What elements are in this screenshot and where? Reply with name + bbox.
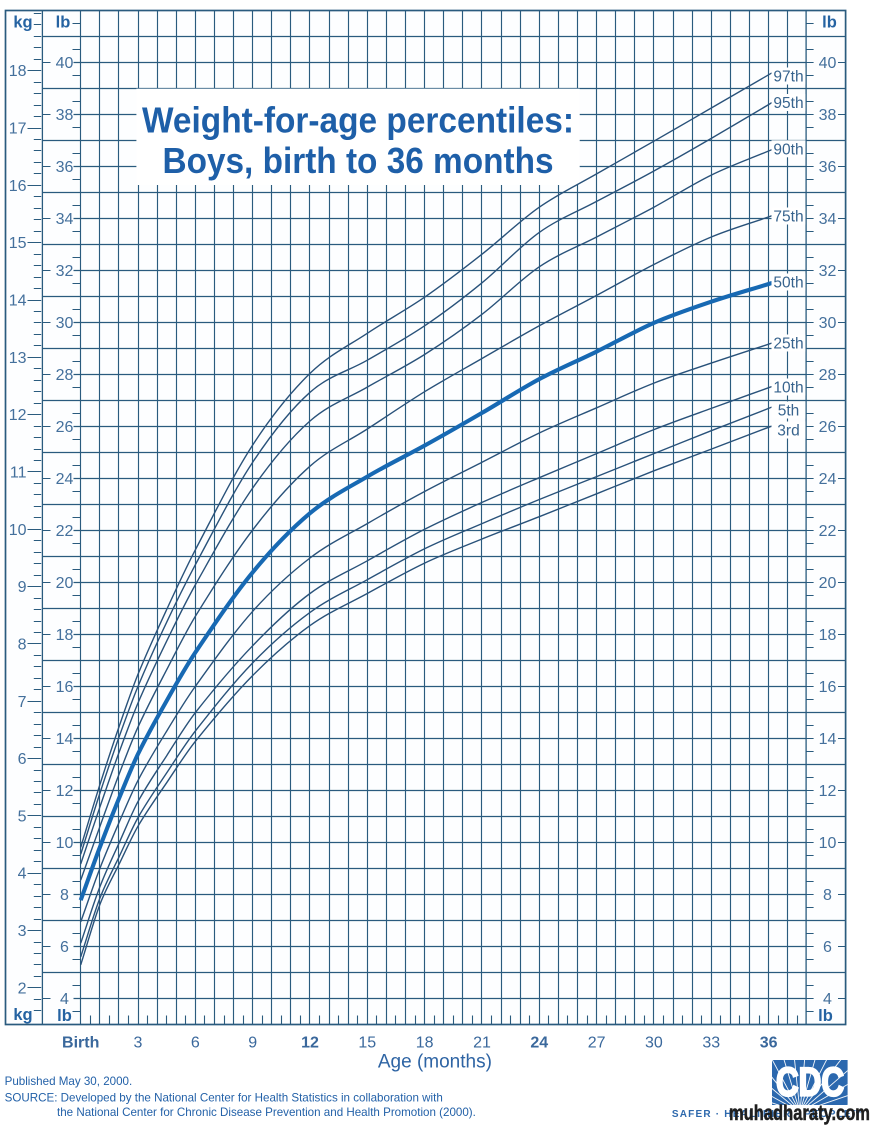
svg-text:95th: 95th — [773, 95, 803, 112]
svg-text:40: 40 — [56, 55, 74, 72]
svg-text:16: 16 — [56, 679, 74, 696]
svg-text:10: 10 — [819, 835, 837, 852]
svg-text:18: 18 — [56, 627, 74, 644]
svg-text:kg: kg — [13, 1006, 32, 1024]
svg-text:2: 2 — [18, 980, 27, 997]
svg-text:26: 26 — [56, 419, 74, 436]
svg-text:34: 34 — [56, 211, 74, 228]
svg-text:6: 6 — [18, 751, 27, 768]
svg-text:40: 40 — [819, 55, 837, 72]
svg-text:50th: 50th — [773, 275, 803, 292]
svg-text:20: 20 — [819, 575, 837, 592]
svg-text:lb: lb — [56, 14, 71, 32]
svg-text:75th: 75th — [773, 209, 803, 226]
svg-text:32: 32 — [819, 263, 837, 280]
svg-text:4: 4 — [18, 866, 27, 883]
svg-text:38: 38 — [819, 107, 837, 124]
svg-text:8: 8 — [60, 887, 69, 904]
svg-text:22: 22 — [56, 523, 74, 540]
svg-text:25th: 25th — [773, 336, 803, 353]
svg-text:30: 30 — [645, 1035, 663, 1052]
svg-text:kg: kg — [13, 14, 32, 32]
svg-text:33: 33 — [702, 1035, 720, 1052]
svg-text:34: 34 — [819, 211, 837, 228]
svg-text:36: 36 — [760, 1035, 778, 1052]
svg-text:14: 14 — [9, 293, 27, 310]
svg-text:3: 3 — [134, 1035, 143, 1052]
svg-text:16: 16 — [819, 679, 837, 696]
svg-text:10: 10 — [56, 835, 74, 852]
svg-text:the National Center for Chroni: the National Center for Chronic Disease … — [57, 1106, 476, 1119]
svg-text:14: 14 — [56, 731, 74, 748]
svg-text:5: 5 — [18, 808, 27, 825]
svg-text:6: 6 — [823, 939, 832, 956]
svg-text:9: 9 — [18, 579, 27, 596]
svg-text:9: 9 — [248, 1035, 257, 1052]
svg-text:32: 32 — [56, 263, 74, 280]
svg-text:lb: lb — [818, 1007, 833, 1025]
svg-text:18: 18 — [819, 627, 837, 644]
svg-text:12: 12 — [819, 783, 837, 800]
svg-text:6: 6 — [60, 939, 69, 956]
svg-text:lb: lb — [822, 14, 837, 32]
svg-text:muhadharaty.com: muhadharaty.com — [729, 1102, 870, 1125]
svg-text:10th: 10th — [773, 380, 803, 397]
svg-text:18: 18 — [416, 1035, 434, 1052]
svg-text:15: 15 — [9, 235, 27, 252]
svg-text:CDC: CDC — [776, 1061, 844, 1105]
svg-text:20: 20 — [56, 575, 74, 592]
svg-text:5th: 5th — [778, 403, 800, 420]
svg-text:18: 18 — [9, 63, 27, 80]
svg-text:22: 22 — [819, 523, 837, 540]
svg-text:8: 8 — [18, 636, 27, 653]
svg-text:SOURCE: Developed by the Natio: SOURCE: Developed by the National Center… — [5, 1092, 443, 1105]
svg-text:38: 38 — [56, 107, 74, 124]
svg-text:24: 24 — [56, 471, 74, 488]
svg-text:24: 24 — [819, 471, 837, 488]
svg-text:4: 4 — [60, 991, 69, 1008]
svg-text:27: 27 — [588, 1035, 606, 1052]
svg-text:17: 17 — [9, 121, 27, 138]
svg-text:Published May 30, 2000.: Published May 30, 2000. — [5, 1075, 133, 1088]
svg-text:3rd: 3rd — [777, 423, 799, 440]
svg-text:15: 15 — [358, 1035, 376, 1052]
svg-text:8: 8 — [823, 887, 832, 904]
svg-text:26: 26 — [819, 419, 837, 436]
svg-text:16: 16 — [9, 178, 27, 195]
svg-text:11: 11 — [10, 465, 27, 482]
svg-text:28: 28 — [56, 367, 74, 384]
svg-text:Birth: Birth — [62, 1035, 99, 1052]
svg-text:14: 14 — [819, 731, 837, 748]
svg-text:28: 28 — [819, 367, 837, 384]
svg-text:12: 12 — [9, 407, 27, 424]
svg-text:36: 36 — [819, 159, 837, 176]
svg-text:10: 10 — [9, 522, 27, 539]
svg-text:Weight-for-age percentiles:: Weight-for-age percentiles: — [142, 100, 574, 141]
svg-text:Boys, birth to 36 months: Boys, birth to 36 months — [163, 140, 554, 181]
svg-text:24: 24 — [530, 1035, 548, 1052]
svg-text:36: 36 — [56, 159, 74, 176]
svg-text:90th: 90th — [773, 141, 803, 158]
svg-text:lb: lb — [57, 1007, 72, 1025]
svg-text:SAFER · HEALTHIER · PEOPLE™: SAFER · HEALTHIER · PEOPLE™ — [672, 1109, 863, 1120]
svg-text:Age (months): Age (months) — [378, 1052, 492, 1073]
svg-text:3: 3 — [18, 923, 27, 940]
svg-text:4: 4 — [823, 991, 832, 1008]
svg-text:12: 12 — [56, 783, 74, 800]
svg-text:97th: 97th — [773, 69, 803, 86]
svg-text:7: 7 — [18, 694, 27, 711]
svg-text:13: 13 — [9, 350, 27, 367]
svg-text:30: 30 — [56, 315, 74, 332]
svg-text:30: 30 — [819, 315, 837, 332]
svg-text:6: 6 — [191, 1035, 200, 1052]
svg-text:21: 21 — [473, 1035, 491, 1052]
svg-text:12: 12 — [301, 1035, 319, 1052]
